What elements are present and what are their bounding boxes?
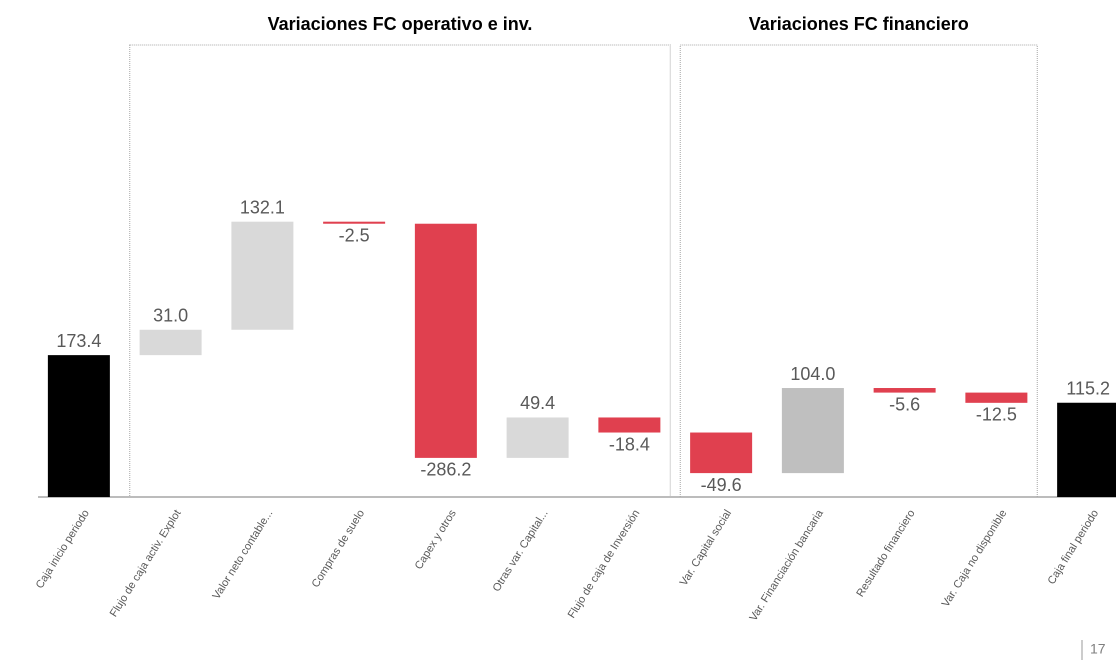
x-tick-label: Caja final periodo <box>1046 508 1102 587</box>
x-tick-label: Flujo de caja de Inversión <box>566 508 643 621</box>
value-label: -12.5 <box>976 405 1017 425</box>
x-tick-label: Var. Financiación bancaria <box>747 507 826 623</box>
x-tick-label: Compras de suelo <box>310 508 367 590</box>
value-label: 31.0 <box>153 306 188 326</box>
x-tick-label: Otras var. Capital... <box>491 508 551 594</box>
value-label: -49.6 <box>701 475 742 495</box>
bar <box>598 417 661 433</box>
x-tick-label: Var. Capital social <box>678 508 734 588</box>
bar <box>139 329 202 356</box>
x-tick-label: Caja inicio periodo <box>34 508 92 591</box>
group-title: Variaciones FC financiero <box>749 14 969 34</box>
x-tick-label: Capex y otros <box>413 507 459 571</box>
x-tick-label: Valor neto contable... <box>211 508 276 602</box>
bar <box>231 221 294 330</box>
bar <box>414 223 477 458</box>
x-tick-label: Flujo de caja activ. Explot <box>108 508 184 619</box>
bar <box>965 392 1028 403</box>
bar <box>47 355 110 497</box>
value-label: -286.2 <box>420 460 471 480</box>
x-tick-label: Var. Caja no disponible <box>940 508 1010 610</box>
value-label: -2.5 <box>339 225 370 245</box>
x-tick-label: Resultado financiero <box>854 508 917 599</box>
bar <box>323 221 386 224</box>
value-label: 132.1 <box>240 197 285 217</box>
value-label: -18.4 <box>609 434 650 454</box>
group-title: Variaciones FC operativo e inv. <box>268 14 533 34</box>
group-box <box>129 44 671 498</box>
value-label: 173.4 <box>56 331 101 351</box>
bar <box>781 388 844 474</box>
value-label: 49.4 <box>520 393 555 413</box>
bar <box>506 417 569 458</box>
value-label: 104.0 <box>790 364 835 384</box>
value-label: 115.2 <box>1066 378 1110 398</box>
bar <box>690 432 753 474</box>
bar <box>1057 402 1116 497</box>
value-label: -5.6 <box>889 394 920 414</box>
page-number: 17 <box>1090 641 1106 657</box>
bar <box>873 388 936 393</box>
group-box <box>679 44 1038 498</box>
